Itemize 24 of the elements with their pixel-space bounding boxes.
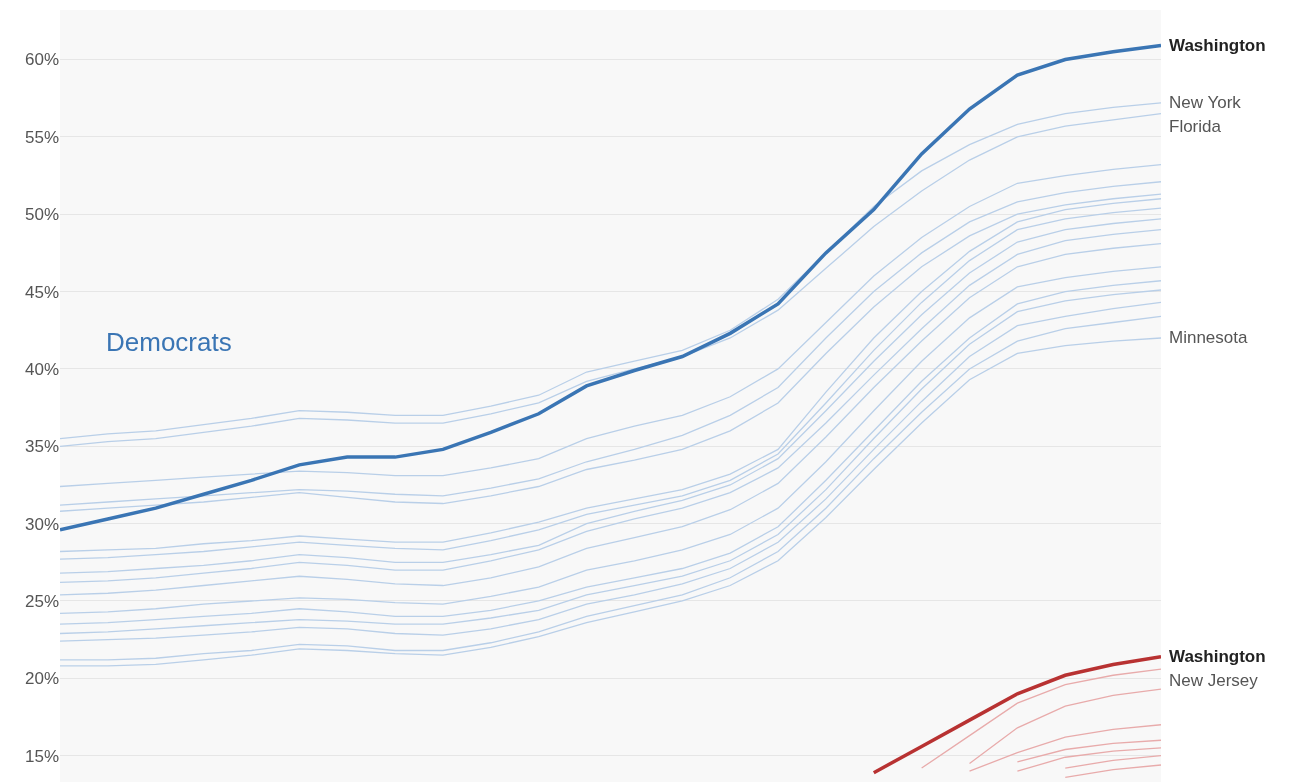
y-tick-label: 20% — [24, 669, 59, 689]
y-tick-label: 25% — [24, 591, 59, 611]
line-series — [968, 724, 1161, 772]
y-tick-label: 15% — [24, 746, 59, 766]
series-label: Washington — [1169, 647, 1266, 666]
y-tick-label: 45% — [24, 282, 59, 302]
line-series — [921, 668, 1161, 769]
line-series — [1016, 739, 1161, 763]
series-label: New York — [1169, 93, 1242, 112]
line-series — [60, 43, 1161, 532]
y-tick-label: 55% — [24, 127, 59, 147]
y-tick-label: 60% — [24, 50, 59, 70]
y-tick-label: 40% — [24, 359, 59, 379]
series-label: Washington — [1169, 36, 1266, 55]
series-label: Minnesota — [1169, 328, 1248, 347]
line-series — [872, 654, 1161, 775]
line-series — [1016, 747, 1161, 772]
y-tick-label: 50% — [24, 205, 59, 225]
series-label: New Jersey — [1169, 671, 1259, 690]
y-tick-label: 30% — [24, 514, 59, 534]
y-tick-label: 35% — [24, 437, 59, 457]
annotation: Democrats — [106, 327, 232, 357]
series-label: Florida — [1169, 117, 1222, 136]
line-series — [968, 688, 1161, 765]
